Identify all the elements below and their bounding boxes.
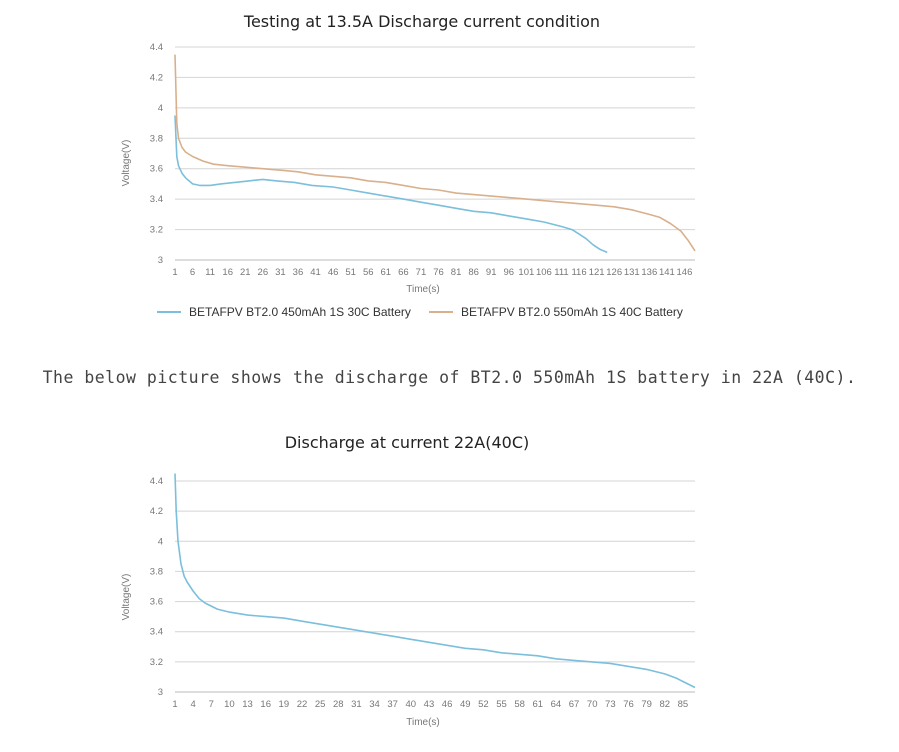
x-tick-label: 79 [641,699,652,710]
x-tick-label: 36 [293,267,304,278]
x-tick-label: 28 [333,699,344,710]
y-tick-label: 3.8 [150,566,163,577]
x-tick-label: 46 [442,699,453,710]
x-tick-label: 26 [258,267,269,278]
x-tick-label: 55 [496,699,507,710]
x-tick-label: 116 [571,267,586,278]
x-tick-label: 16 [222,267,233,278]
y-tick-label: 3.6 [150,597,163,608]
x-tick-label: 25 [315,699,326,710]
x-tick-label: 73 [605,699,616,710]
discharge-chart-22a: Discharge at current 22A(40C) 3 3.2 3.4 3.6… [121,433,696,728]
x-tick-label: 64 [551,699,562,710]
x-tick-label: 61 [381,267,392,278]
y-tick-label: 3.2 [150,657,163,668]
x-tick-label: 22 [297,699,308,710]
x-tick-label: 141 [659,267,675,278]
legend: BETAFPV BT2.0 450mAh 1S 30C Battery BETA… [157,305,683,319]
x-tick-label: 43 [424,699,435,710]
x-tick-label: 1 [172,699,177,710]
x-tick-label: 101 [518,267,534,278]
x-tick-label: 13 [242,699,253,710]
x-tick-label: 106 [536,267,552,278]
y-axis-label: Voltage(V) [121,140,132,187]
x-tick-label: 7 [209,699,214,710]
x-tick-label: 121 [589,267,605,278]
x-tick-label: 37 [387,699,398,710]
x-tick-label: 91 [486,267,497,278]
x-axis-label: Time(s) [406,284,440,295]
y-tick-label: 4.4 [150,42,163,53]
y-tick-label: 4.2 [150,506,163,517]
y-tick-labels: 3 3.2 3.4 3.6 3.8 4 4.2 4.4 [150,476,163,698]
x-tick-label: 86 [468,267,479,278]
x-tick-label: 111 [554,267,568,278]
y-tick-label: 4.2 [150,72,163,83]
x-tick-label: 11 [205,267,215,278]
x-tick-labels: 1 6 11 16 21 26 31 36 41 46 51 56 61 66 71 76 81 86 91 96 10… [172,267,692,278]
x-tick-label: 6 [190,267,195,278]
x-tick-label: 76 [623,699,634,710]
series-lines [174,54,696,254]
x-tick-label: 52 [478,699,489,710]
x-tick-label: 131 [624,267,640,278]
x-tick-label: 49 [460,699,471,710]
y-tick-label: 3.6 [150,164,163,175]
x-tick-label: 40 [406,699,417,710]
x-tick-label: 46 [328,267,339,278]
legend-label: BETAFPV BT2.0 450mAh 1S 30C Battery [189,305,411,319]
y-tick-labels: 3 3.2 3.4 3.6 3.8 4 4.2 4.4 [150,42,163,266]
x-axis-label: Time(s) [406,717,440,728]
x-tick-label: 16 [260,699,271,710]
x-tick-label: 136 [641,267,657,278]
x-tick-label: 71 [416,267,427,278]
series-line [174,115,608,254]
y-tick-label: 3 [158,687,163,698]
x-tick-label: 1 [172,267,177,278]
discharge-chart-13-5a: Testing at 13.5A Discharge current condi… [121,12,696,319]
x-tick-label: 31 [275,267,286,278]
x-tick-label: 67 [569,699,580,710]
x-tick-label: 70 [587,699,598,710]
y-tick-label: 3.4 [150,627,163,638]
x-tick-label: 126 [606,267,622,278]
x-tick-label: 82 [659,699,670,710]
y-tick-label: 4 [158,536,163,547]
grid-lines [175,46,695,261]
y-tick-label: 3.8 [150,133,163,144]
x-tick-label: 41 [310,267,321,278]
x-tick-labels: 1 4 7 10 13 16 19 22 25 28 31 34 37 40 43 46 49 52 55 58 61 6… [172,699,688,710]
y-tick-label: 4 [158,103,163,114]
x-tick-label: 61 [533,699,544,710]
x-tick-label: 21 [240,267,251,278]
x-tick-label: 4 [190,699,195,710]
caption-text: The below picture shows the discharge of… [42,368,857,387]
grid-lines [175,480,695,693]
chart-title: Discharge at current 22A(40C) [285,433,530,452]
x-tick-label: 19 [279,699,290,710]
x-tick-label: 51 [345,267,356,278]
x-tick-label: 146 [677,267,693,278]
series-line [174,473,696,689]
x-tick-label: 81 [451,267,462,278]
x-tick-label: 56 [363,267,374,278]
series-line [174,54,696,252]
legend-label: BETAFPV BT2.0 550mAh 1S 40C Battery [461,305,683,319]
x-tick-label: 76 [433,267,444,278]
y-tick-label: 3.2 [150,225,163,236]
x-tick-label: 10 [224,699,235,710]
x-tick-label: 85 [678,699,689,710]
y-tick-label: 3.4 [150,194,163,205]
x-tick-label: 31 [351,699,362,710]
x-tick-label: 96 [503,267,514,278]
x-tick-label: 34 [369,699,380,710]
y-tick-label: 4.4 [150,476,163,487]
series-lines [174,473,696,689]
x-tick-label: 66 [398,267,409,278]
chart-title: Testing at 13.5A Discharge current condi… [243,12,600,31]
x-tick-label: 58 [514,699,525,710]
y-tick-label: 3 [158,255,163,266]
y-axis-label: Voltage(V) [121,574,132,621]
